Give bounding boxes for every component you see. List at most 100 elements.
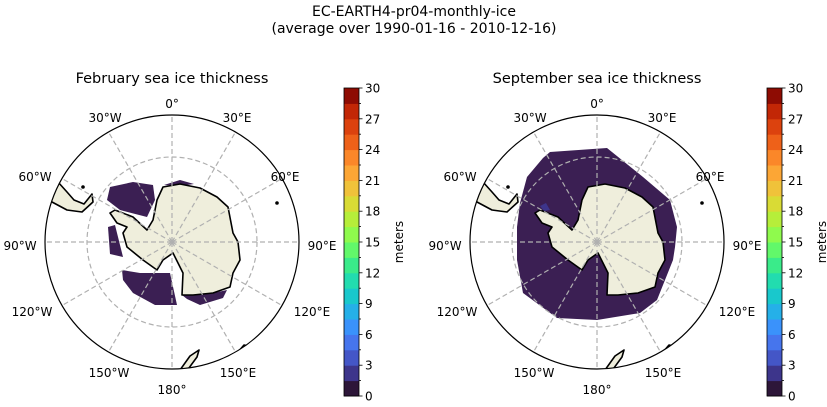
meridian-gridline (532, 131, 598, 243)
longitude-label: 150°E (645, 366, 682, 380)
colorbar-level (344, 134, 359, 151)
colorbar-level (767, 195, 782, 212)
meridian-gridline (107, 241, 173, 353)
colorbar-tick-label: 3 (365, 359, 373, 373)
colorbar-tick-label: 15 (365, 236, 380, 250)
colorbar-level (344, 288, 359, 305)
meridian-gridline (171, 241, 237, 353)
longitude-label: 0° (590, 97, 604, 111)
colorbar-level (767, 134, 782, 151)
figure-subtitle: (average over 1990-01-16 - 2010-12-16) (271, 21, 556, 37)
feb-map: 0° 30°E 60°E 90°E 120°E 150°E 180° 150°W 120°W 90… (3, 97, 336, 397)
meridian-gridline (61, 177, 173, 243)
colorbar-level (344, 165, 359, 181)
longitude-label: 30°W (513, 111, 546, 125)
colorbar-tick-label: 9 (365, 297, 373, 311)
colorbar-level (344, 180, 359, 197)
colorbar-level (767, 257, 782, 274)
longitude-label: 180° (158, 383, 187, 397)
longitude-label: 150°E (220, 366, 257, 380)
longitude-label: 30°E (648, 111, 677, 125)
map-boundary (469, 114, 725, 370)
meridian-gridline (596, 241, 662, 353)
island (275, 201, 279, 205)
colorbar-level (767, 103, 782, 120)
colorbar-tick-label: 21 (788, 174, 803, 188)
colorbar-level (767, 242, 782, 258)
island (81, 185, 85, 189)
sep-map: 0° 30°E 60°E 90°E 120°E 150°E 180° 150°W 120°W 90… (428, 97, 761, 397)
longitude-label: 120°W (437, 305, 478, 319)
colorbar-tick-label: 24 (788, 143, 803, 157)
sep-sea-ice-thicker (540, 203, 550, 211)
colorbar-tick-label: 27 (788, 112, 803, 126)
longitude-label: 150°W (89, 366, 130, 380)
new-zealand-land (179, 349, 200, 369)
colorbar-tick-label: 24 (365, 143, 380, 157)
colorbar-tick-label: 21 (365, 174, 380, 188)
longitude-label: 150°W (514, 366, 555, 380)
colorbar-level (767, 288, 782, 305)
meridian-gridline (532, 241, 598, 353)
meridian-gridline (171, 241, 283, 307)
longitude-label: 180° (583, 383, 612, 397)
island (506, 185, 510, 189)
longitude-label: 60°W (443, 170, 476, 184)
colorbar-tick-label: 12 (365, 266, 380, 280)
longitude-label: 120°E (294, 305, 331, 319)
colorbar-tick-label: 12 (788, 266, 803, 280)
colorbar-label: meters (815, 221, 827, 263)
colorbar-tick-label: 30 (788, 82, 803, 96)
longitude-label: 30°E (223, 111, 252, 125)
colorbar-tick-label: 0 (365, 390, 373, 404)
feb-colorbar: 0 3 6 9 12 15 18 21 24 27 30 meters (343, 82, 406, 404)
colorbar-tick-label: 0 (788, 390, 796, 404)
colorbar-level (344, 88, 359, 104)
colorbar-tick-label: 18 (788, 205, 803, 219)
longitude-label: 60°W (18, 170, 51, 184)
colorbar-level (344, 211, 359, 228)
meridian-gridline (171, 177, 283, 243)
sep-map-title: September sea ice thickness (493, 71, 702, 87)
feb-sea-ice-region (122, 270, 177, 305)
feb-sea-ice-region (108, 225, 123, 257)
colorbar-level (344, 272, 359, 289)
colorbar-level (767, 365, 782, 382)
colorbar-level (767, 272, 782, 289)
colorbar-level (344, 195, 359, 212)
meridian-gridline (596, 177, 708, 243)
longitude-label: 30°W (88, 111, 121, 125)
colorbar-level (344, 118, 359, 135)
colorbar-level (344, 149, 359, 166)
colorbar-level (767, 334, 782, 351)
meridian-gridline (596, 131, 662, 243)
meridian-gridline (107, 131, 173, 243)
colorbar-tick-label: 15 (788, 236, 803, 250)
colorbar-tick-label: 18 (365, 205, 380, 219)
colorbar-level (767, 349, 782, 366)
colorbar-level (344, 257, 359, 274)
meridian-gridline (486, 241, 598, 307)
longitude-label: 60°E (271, 170, 300, 184)
colorbar-level (344, 349, 359, 366)
colorbar-tick-label: 27 (365, 112, 380, 126)
longitude-label: 120°E (719, 305, 756, 319)
colorbar-level (344, 303, 359, 320)
island (700, 201, 704, 205)
longitude-label: 60°E (696, 170, 725, 184)
colorbar-level (767, 380, 782, 397)
colorbar-level (767, 149, 782, 166)
longitude-label: 120°W (12, 305, 53, 319)
longitude-label: 90°E (308, 239, 337, 253)
longitude-label: 90°W (3, 239, 36, 253)
colorbar-level (344, 242, 359, 258)
colorbar-label: meters (392, 221, 406, 263)
longitude-label: 0° (165, 97, 179, 111)
colorbar-level (344, 334, 359, 351)
colorbar-level (767, 88, 782, 104)
colorbar-level (344, 226, 359, 243)
colorbar-tick-label: 3 (788, 359, 796, 373)
colorbar-level (767, 226, 782, 243)
sep-colorbar: 0 3 6 9 12 15 18 21 24 27 30 meters (766, 82, 827, 404)
